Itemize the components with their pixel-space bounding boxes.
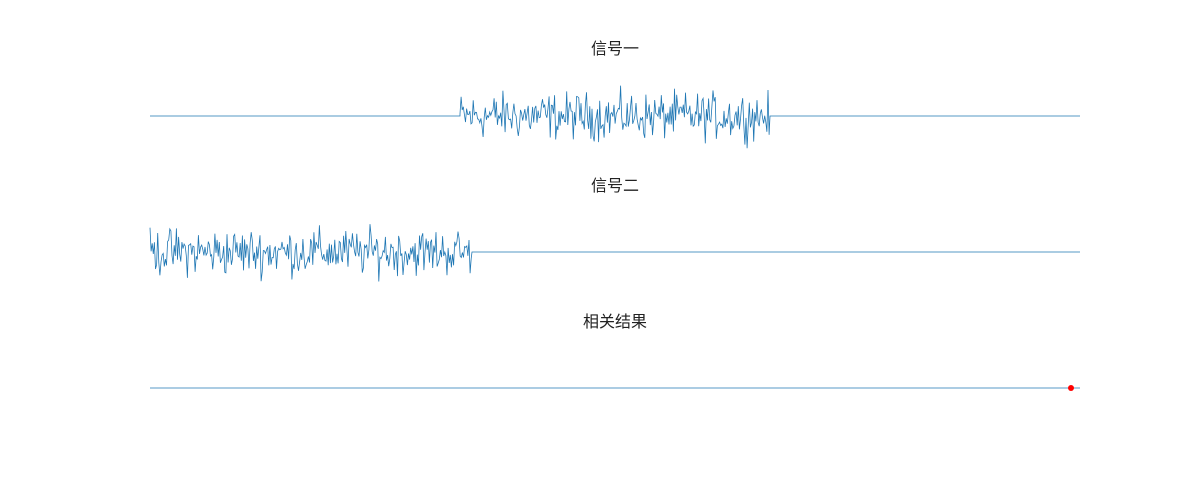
subplot-1 bbox=[150, 85, 1080, 149]
peak-marker bbox=[1068, 385, 1074, 391]
subplot-title-signal-1: 信号一 bbox=[590, 39, 639, 58]
subplot-title-signal-2: 信号二 bbox=[590, 176, 639, 195]
subplot-2 bbox=[149, 224, 1080, 282]
series-line bbox=[149, 224, 1080, 282]
series-line bbox=[150, 85, 1080, 149]
subplot-3 bbox=[150, 385, 1080, 391]
subplot-title-correlation: 相关结果 bbox=[582, 312, 647, 331]
